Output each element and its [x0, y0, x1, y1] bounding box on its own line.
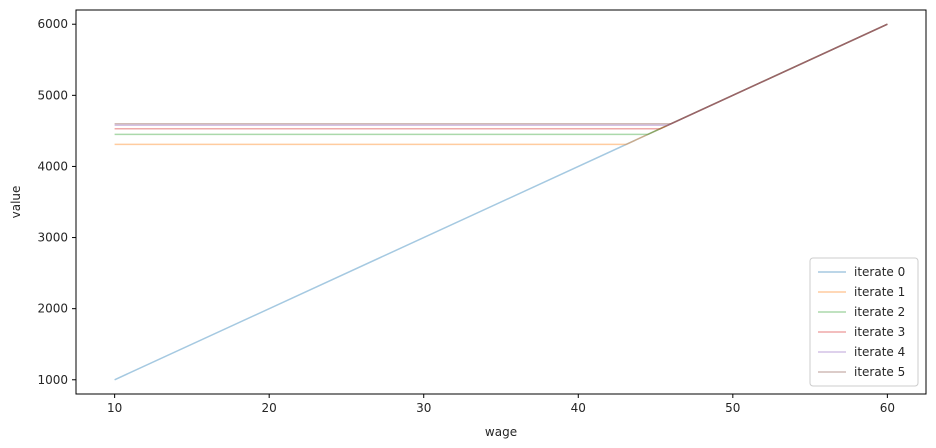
legend-label: iterate 1	[854, 285, 905, 299]
legend-label: iterate 5	[854, 365, 905, 379]
x-axis: 10 20 30 40 50 60	[107, 394, 895, 415]
series-line-0	[114, 23, 888, 381]
x-tick-label: 60	[880, 401, 895, 415]
y-tick-label: 1000	[37, 373, 68, 387]
series-line-1	[114, 23, 888, 146]
x-tick-label: 40	[571, 401, 586, 415]
y-tick-label: 6000	[37, 17, 68, 31]
series-line-3	[114, 23, 888, 130]
series-layer	[114, 23, 888, 381]
x-tick-label: 10	[107, 401, 122, 415]
y-tick-label: 5000	[37, 88, 68, 102]
legend-label: iterate 2	[854, 305, 905, 319]
plot-frame	[75, 9, 927, 395]
legend-label: iterate 4	[854, 345, 905, 359]
y-tick-label: 4000	[37, 159, 68, 173]
legend-box	[809, 257, 919, 387]
plot-background	[76, 10, 926, 394]
y-tick-label: 2000	[37, 302, 68, 316]
legend: iterate 0 iterate 1 iterate 2 iterate 3 iter…	[809, 257, 919, 387]
x-axis-label: wage	[485, 425, 517, 439]
x-tick-label: 20	[262, 401, 277, 415]
series-line-2	[114, 23, 888, 136]
y-axis: 1000 2000 3000 4000 5000 6000	[37, 17, 76, 387]
y-axis-label: value	[9, 186, 23, 219]
legend-label: iterate 3	[854, 325, 905, 339]
x-tick-label: 30	[416, 401, 431, 415]
x-tick-label: 50	[725, 401, 740, 415]
series-line-4	[114, 23, 888, 126]
series-line-5	[114, 23, 888, 125]
y-tick-label: 3000	[37, 231, 68, 245]
legend-label: iterate 0	[854, 265, 905, 279]
